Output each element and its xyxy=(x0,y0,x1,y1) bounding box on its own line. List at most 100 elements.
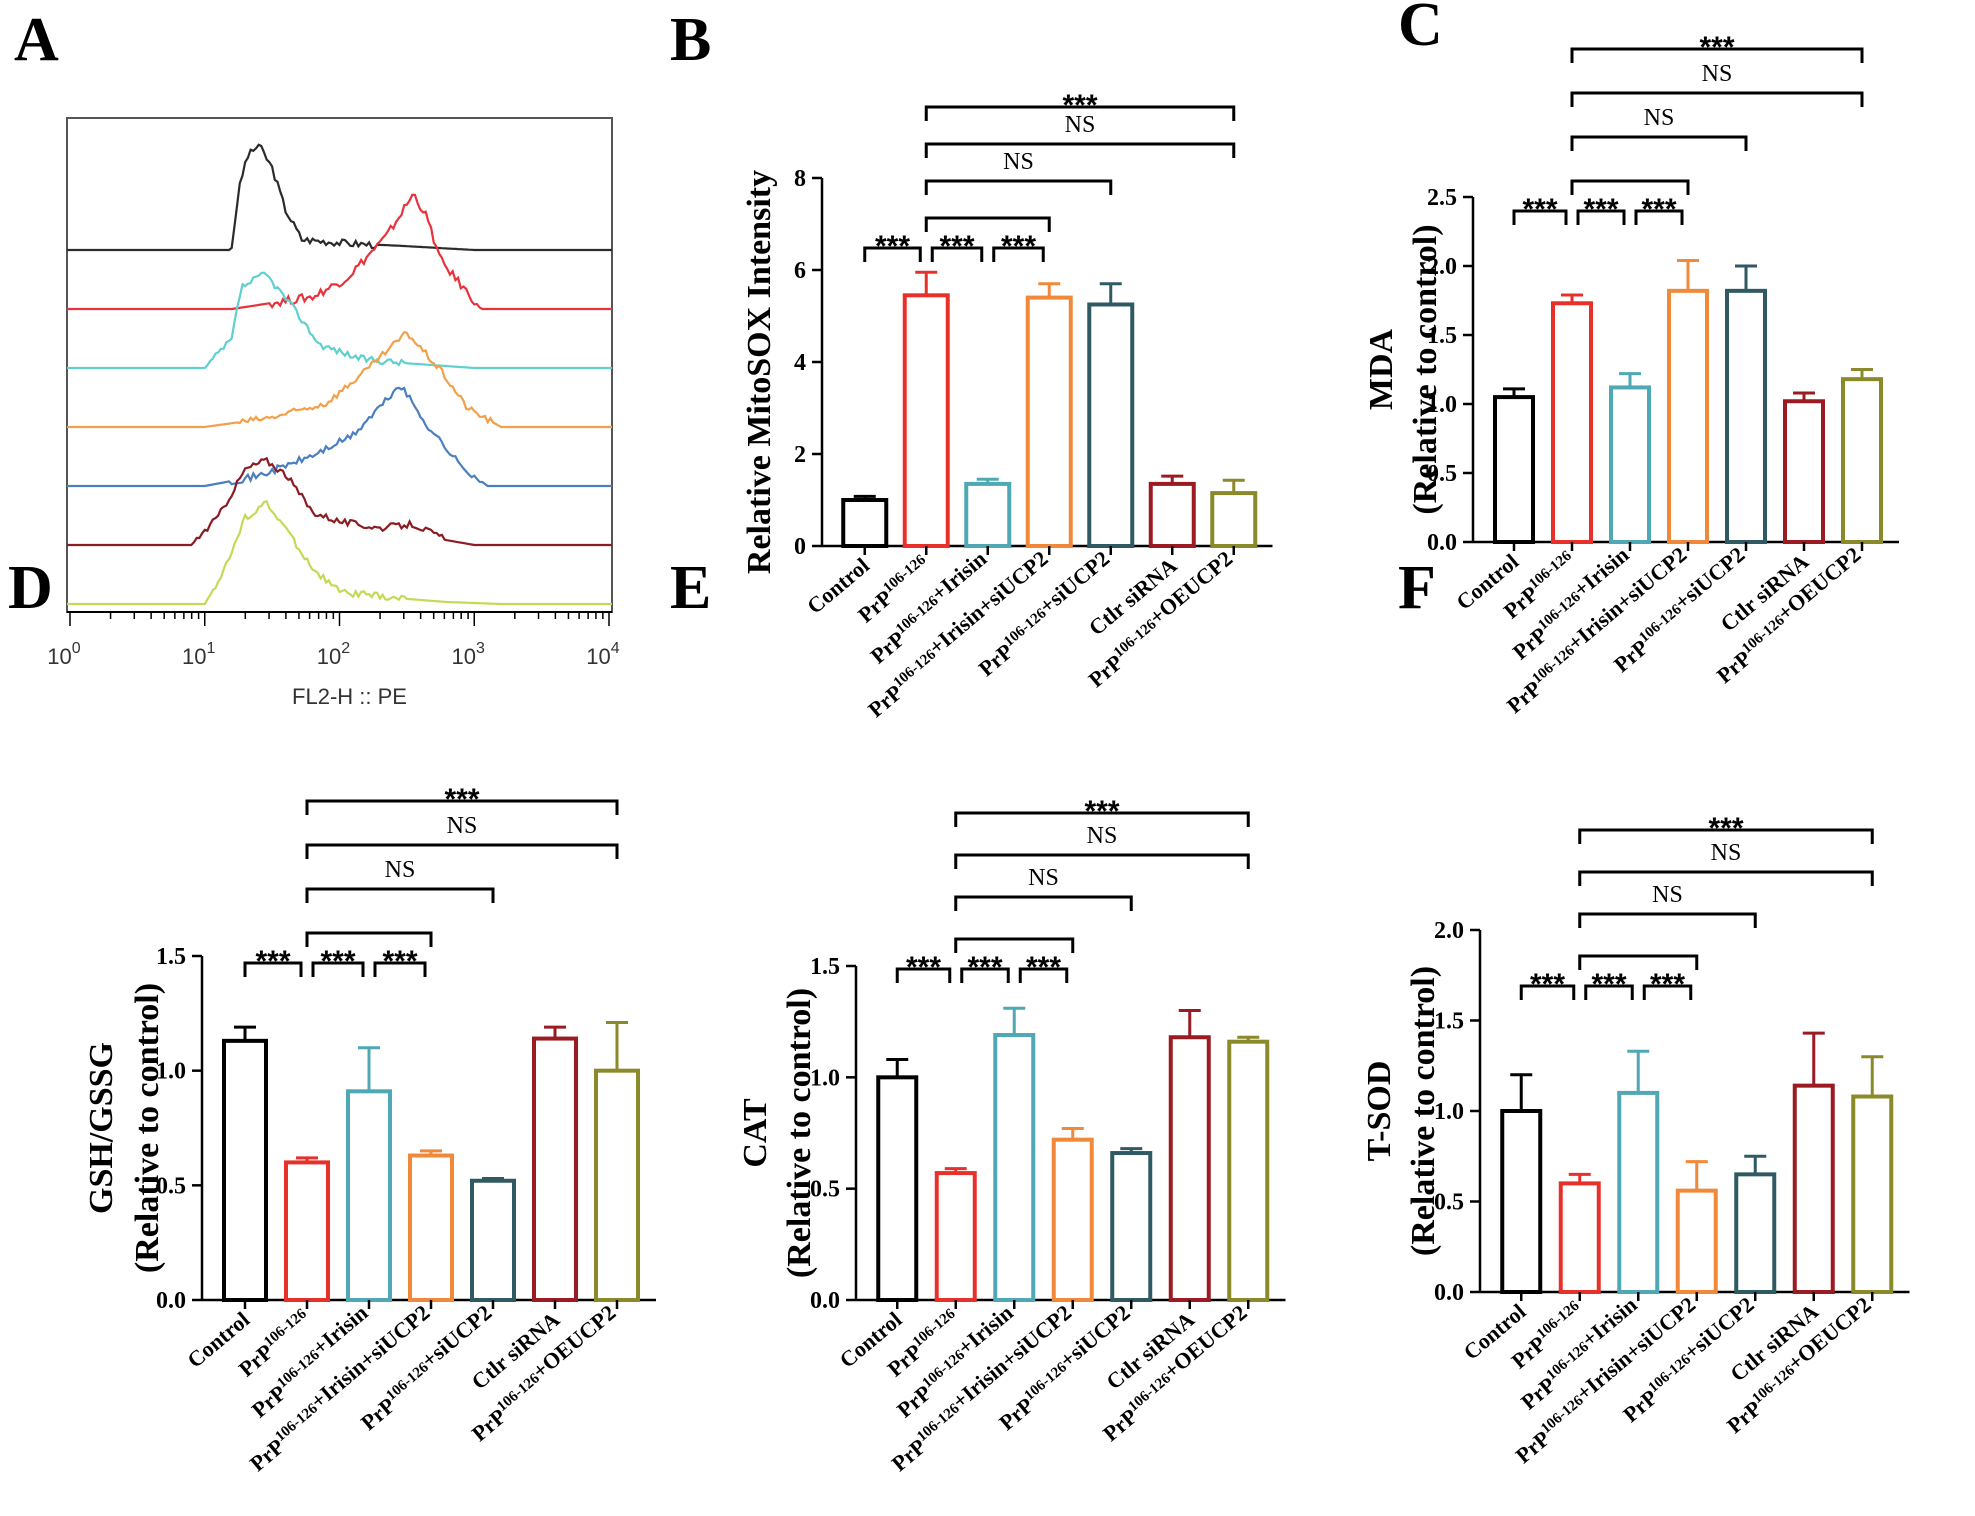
bar-6 xyxy=(1210,491,1258,549)
x-tick-label-0: 100 xyxy=(47,640,80,669)
y-tick-label-2: 1.0 xyxy=(810,1065,840,1091)
significance-label-4: NS xyxy=(1652,882,1683,908)
significance-label-5: NS xyxy=(1711,840,1742,866)
panel-label-e: E xyxy=(670,554,711,622)
significance-bracket-2 xyxy=(1018,967,1069,983)
y-axis-label-2: (Relative to control) xyxy=(129,983,166,1273)
significance-bracket-2 xyxy=(992,246,1045,262)
bar-0 xyxy=(222,1038,268,1303)
bar-2 xyxy=(346,1089,392,1302)
panel-label-b: B xyxy=(670,6,711,74)
significance-bracket-4 xyxy=(1578,912,1757,928)
bar-3 xyxy=(1051,1137,1094,1303)
y-tick-label-1: 0.5 xyxy=(810,1177,840,1203)
significance-label-1: *** xyxy=(967,951,1002,984)
bar-4 xyxy=(470,1178,516,1303)
bar-2 xyxy=(1617,1090,1660,1295)
bar-1 xyxy=(1558,1181,1601,1295)
x-tick-label-2: 102 xyxy=(317,640,350,669)
bar-4 xyxy=(1087,302,1135,548)
bar-5 xyxy=(1783,399,1825,544)
bar-0 xyxy=(876,1075,919,1303)
panel-label-d: D xyxy=(8,554,53,622)
bar-5 xyxy=(1148,481,1196,548)
y-tick-label-1: 0.5 xyxy=(156,1173,186,1199)
significance-label-1: *** xyxy=(939,230,974,263)
histogram-series-0 xyxy=(67,143,612,252)
significance-bracket-6 xyxy=(1578,828,1874,844)
histogram-series-4 xyxy=(67,386,612,488)
significance-label-2: *** xyxy=(1650,968,1685,1001)
y-tick-label-4: 2.0 xyxy=(1434,918,1464,944)
y-tick-label-4: 2.0 xyxy=(1427,254,1457,280)
significance-label-4: NS xyxy=(385,857,416,883)
plot-frame xyxy=(66,117,613,613)
histogram-series-5 xyxy=(67,456,612,547)
histogram-series-2 xyxy=(67,271,612,370)
bar-0 xyxy=(841,498,889,548)
significance-bracket-1 xyxy=(311,961,365,977)
y-tick-label-1: 0.5 xyxy=(1427,461,1457,487)
y-tick-label-2: 4 xyxy=(794,350,806,376)
x-axis-label: FL2-H :: PE xyxy=(292,684,407,709)
significance-bracket-4 xyxy=(924,179,1113,195)
y-tick-label-0: 0.0 xyxy=(1427,530,1457,556)
significance-bracket-1 xyxy=(1584,984,1634,1000)
bar-4 xyxy=(1734,1172,1777,1294)
y-tick-label-0: 0.0 xyxy=(1434,1280,1464,1306)
significance-bracket-2 xyxy=(1634,209,1684,225)
significance-label-0: *** xyxy=(1530,968,1565,1001)
significance-label-2: *** xyxy=(1641,193,1676,226)
significance-label-4: NS xyxy=(1003,149,1034,175)
panel-label-c: C xyxy=(1398,0,1443,59)
y-tick-label-0: 0.0 xyxy=(156,1288,186,1314)
x-tick-label-4: 104 xyxy=(586,640,619,669)
significance-bracket-5 xyxy=(305,843,619,859)
y-axis-label: Relative MitoSOX Intensity xyxy=(741,170,778,574)
significance-label-5: NS xyxy=(1087,823,1118,849)
significance-label-6: *** xyxy=(444,783,479,816)
y-tick-label-3: 1.5 xyxy=(1434,1009,1464,1035)
significance-label-5: NS xyxy=(1702,61,1733,87)
y-tick-label-2: 1.0 xyxy=(1434,1099,1464,1125)
x-tick-label-1: 101 xyxy=(182,640,215,669)
y-axis-label: T-SOD xyxy=(1361,1061,1398,1162)
y-tick-label-3: 6 xyxy=(794,258,806,284)
y-axis-label: GSH/GSSG xyxy=(83,1042,120,1214)
significance-label-1: *** xyxy=(320,945,355,978)
significance-bracket-4 xyxy=(954,895,1133,911)
x-tick-label-3: 103 xyxy=(452,640,485,669)
significance-bracket-4 xyxy=(305,887,495,903)
histogram-series-1 xyxy=(67,193,612,311)
significance-bracket-5 xyxy=(924,142,1236,158)
bar-chart-panel-c: 0.0 0.5 1.0 1.5 2.0 2.5 MDA (Relative to contro… xyxy=(1363,31,1899,718)
y-tick-label-0: 0 xyxy=(794,534,806,560)
bar-3 xyxy=(1025,295,1073,548)
significance-bracket-1 xyxy=(1576,209,1626,225)
significance-bracket-4 xyxy=(1570,135,1748,151)
bar-2 xyxy=(1609,385,1651,544)
bar-1 xyxy=(284,1160,330,1303)
y-tick-label-3: 1.5 xyxy=(810,954,840,980)
bar-4 xyxy=(1110,1151,1153,1303)
y-axis-label: MDA xyxy=(1363,328,1400,410)
significance-bracket-0 xyxy=(863,246,922,262)
significance-bracket-3 xyxy=(1570,179,1690,195)
significance-label-0: *** xyxy=(906,951,941,984)
y-tick-label-3: 1.5 xyxy=(156,944,186,970)
significance-bracket-5 xyxy=(1578,870,1874,886)
significance-bracket-3 xyxy=(305,931,433,947)
bar-chart-panel-d: 0.0 0.5 1.0 1.5 GSH/GSSG (Relative to control… xyxy=(83,783,656,1476)
y-tick-label-1: 2 xyxy=(794,442,806,468)
significance-bracket-3 xyxy=(1578,954,1699,970)
bar-3 xyxy=(408,1153,454,1303)
y-tick-label-1: 0.5 xyxy=(1434,1190,1464,1216)
y-axis-label-2: (Relative to control) xyxy=(781,988,818,1278)
significance-label-4: NS xyxy=(1644,105,1675,131)
bar-6 xyxy=(1851,1094,1894,1295)
bar-4 xyxy=(1725,288,1767,544)
significance-label-6: *** xyxy=(1699,31,1734,64)
significance-label-6: *** xyxy=(1708,812,1743,845)
